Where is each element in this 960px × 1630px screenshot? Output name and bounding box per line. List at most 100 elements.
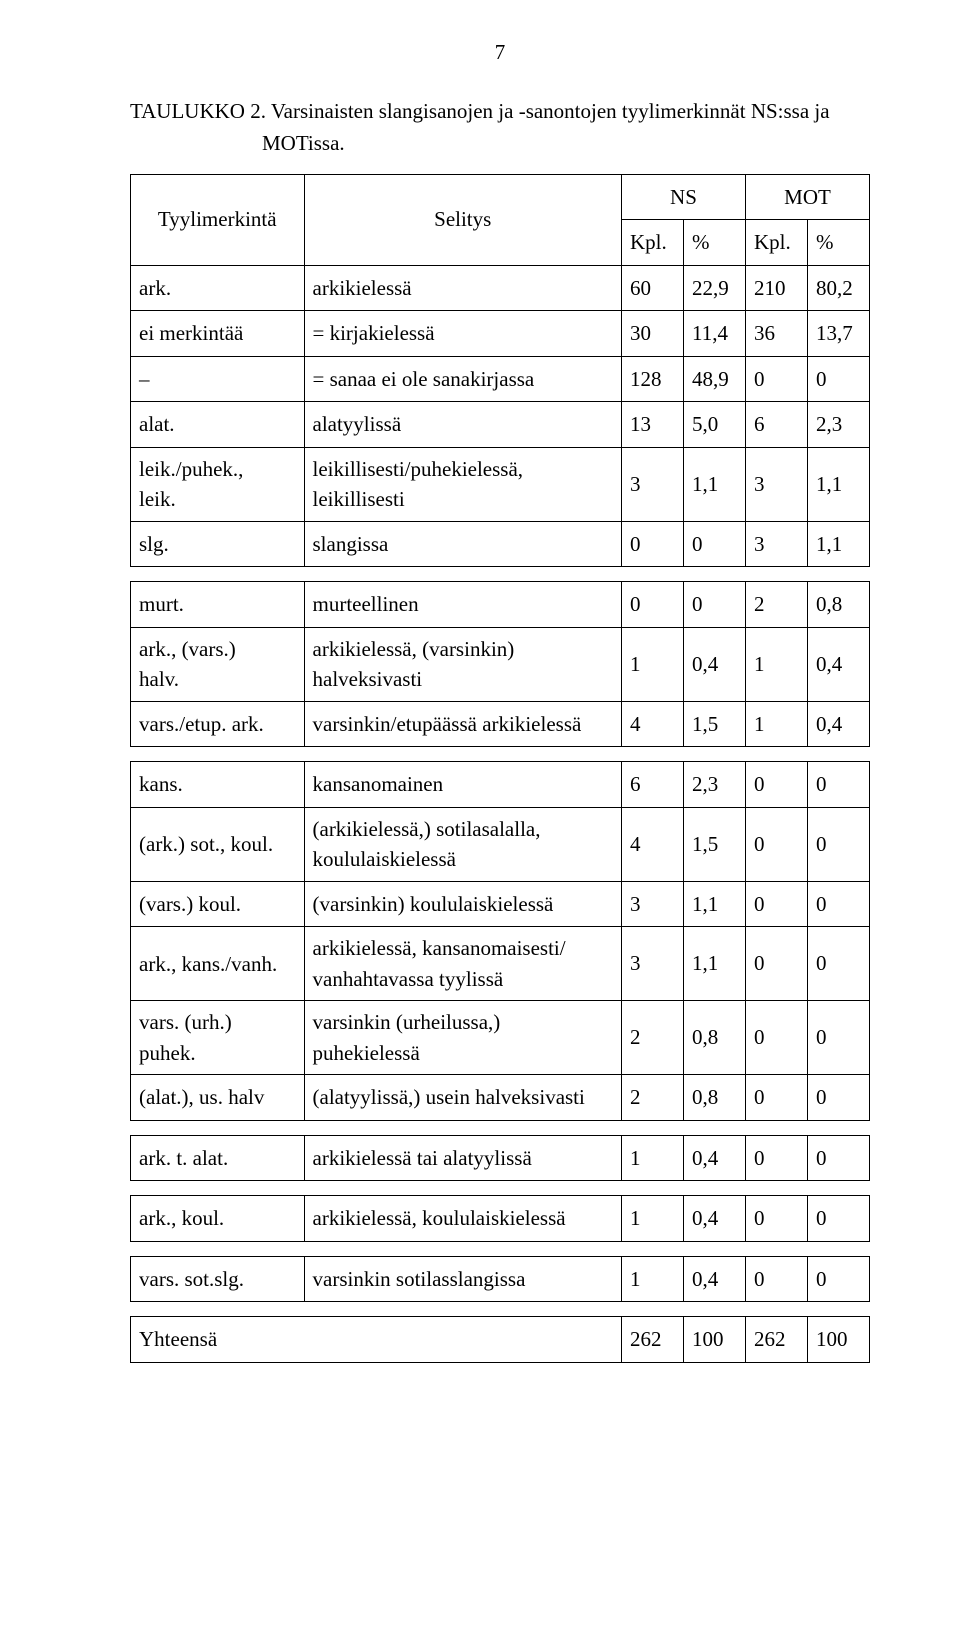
row-value: 0 <box>745 881 807 927</box>
row-value: 11,4 <box>683 311 745 357</box>
row-value: 262 <box>745 1317 807 1363</box>
col-header-pct-mot: % <box>807 220 869 266</box>
col-header-ns: NS <box>621 174 745 220</box>
row-value: 1 <box>621 1256 683 1302</box>
row-selitys: (alatyylissä,) usein halveksivasti <box>304 1075 621 1121</box>
spacer-cell <box>131 1241 870 1256</box>
table-row: –= sanaa ei ole sanakirjassa12848,900 <box>131 356 870 402</box>
row-value: 0 <box>745 762 807 808</box>
row-selitys: slangissa <box>304 521 621 567</box>
row-value: 0,8 <box>683 1001 745 1075</box>
row-label: vars. sot.slg. <box>131 1256 305 1302</box>
table-row: (alat.), us. halv(alatyylissä,) usein ha… <box>131 1075 870 1121</box>
table-row: (ark.) sot., koul.(arkikielessä,) sotila… <box>131 807 870 881</box>
row-value: 0,8 <box>683 1075 745 1121</box>
row-value: 80,2 <box>807 265 869 311</box>
row-value: 0 <box>807 1256 869 1302</box>
row-value: 0 <box>807 881 869 927</box>
row-label: vars. (urh.)puhek. <box>131 1001 305 1075</box>
spacer-cell <box>131 567 870 582</box>
table-row: leik./puhek.,leik.leikillisesti/puhekiel… <box>131 447 870 521</box>
row-value: 0 <box>621 521 683 567</box>
row-value: 5,0 <box>683 402 745 448</box>
spacer-cell <box>131 747 870 762</box>
row-selitys: arkikielessä tai alatyylissä <box>304 1135 621 1181</box>
row-value: 0 <box>745 1001 807 1075</box>
row-value: 0 <box>745 927 807 1001</box>
table-caption: TAULUKKO 2. Varsinaisten slangisanojen j… <box>130 95 870 160</box>
row-label: alat. <box>131 402 305 448</box>
table-row: murt.murteellinen0020,8 <box>131 582 870 628</box>
row-value: 1,1 <box>807 521 869 567</box>
row-label: – <box>131 356 305 402</box>
row-label: ark. <box>131 265 305 311</box>
row-value: 1,1 <box>807 447 869 521</box>
row-value: 0 <box>807 1135 869 1181</box>
row-value: 0 <box>745 356 807 402</box>
row-value: 1,1 <box>683 927 745 1001</box>
data-table: Tyylimerkintä Selitys NS MOT Kpl. % Kpl.… <box>130 174 870 1363</box>
row-value: 3 <box>745 521 807 567</box>
row-value: 0 <box>745 1196 807 1242</box>
row-value: 30 <box>621 311 683 357</box>
row-label: ark., (vars.)halv. <box>131 627 305 701</box>
row-value: 0 <box>745 807 807 881</box>
row-value: 3 <box>621 881 683 927</box>
col-header-kpl-ns: Kpl. <box>621 220 683 266</box>
row-selitys: arkikielessä <box>304 265 621 311</box>
col-header-mot: MOT <box>745 174 869 220</box>
row-value: 100 <box>683 1317 745 1363</box>
row-value: 2 <box>621 1075 683 1121</box>
row-value: 36 <box>745 311 807 357</box>
row-selitys: varsinkin sotilasslangissa <box>304 1256 621 1302</box>
row-value: 0,4 <box>683 627 745 701</box>
row-label: ei merkintää <box>131 311 305 357</box>
row-label: (vars.) koul. <box>131 881 305 927</box>
table-row: ark., koul.arkikielessä, koululaiskieles… <box>131 1196 870 1242</box>
row-selitys: leikillisesti/puhekielessä,leikillisesti <box>304 447 621 521</box>
row-value: 48,9 <box>683 356 745 402</box>
row-selitys: kansanomainen <box>304 762 621 808</box>
table-row: ei merkintää= kirjakielessä3011,43613,7 <box>131 311 870 357</box>
table-row: ark.arkikielessä6022,921080,2 <box>131 265 870 311</box>
row-label: ark., kans./vanh. <box>131 927 305 1001</box>
table-row: vars./etup. ark.varsinkin/etupäässä arki… <box>131 701 870 747</box>
row-value: 2,3 <box>683 762 745 808</box>
caption-line-1: TAULUKKO 2. Varsinaisten slangisanojen j… <box>130 99 830 123</box>
row-value: 100 <box>807 1317 869 1363</box>
row-value: 0 <box>683 521 745 567</box>
row-value: 6 <box>621 762 683 808</box>
row-value: 3 <box>621 927 683 1001</box>
row-value: 0 <box>807 1196 869 1242</box>
row-value: 0 <box>807 762 869 808</box>
row-value: 0 <box>745 1135 807 1181</box>
row-value: 2 <box>621 1001 683 1075</box>
row-value: 0,4 <box>807 701 869 747</box>
col-header-selitys: Selitys <box>304 174 621 265</box>
row-value: 0,4 <box>683 1196 745 1242</box>
row-value: 0 <box>807 1075 869 1121</box>
group-spacer <box>131 1120 870 1135</box>
row-selitys: = kirjakielessä <box>304 311 621 357</box>
row-value: 4 <box>621 807 683 881</box>
group-spacer <box>131 1241 870 1256</box>
row-label: leik./puhek.,leik. <box>131 447 305 521</box>
row-selitys: arkikielessä, kansanomaisesti/vanhahtava… <box>304 927 621 1001</box>
group-spacer <box>131 567 870 582</box>
row-value: 0 <box>807 356 869 402</box>
group-spacer <box>131 747 870 762</box>
row-value: 1,1 <box>683 881 745 927</box>
row-value: 262 <box>621 1317 683 1363</box>
row-value: 1 <box>621 1135 683 1181</box>
row-selitys: arkikielessä, koululaiskielessä <box>304 1196 621 1242</box>
table-row: ark. t. alat.arkikielessä tai alatyyliss… <box>131 1135 870 1181</box>
row-value: 0 <box>745 1075 807 1121</box>
row-selitys: (varsinkin) koululaiskielessä <box>304 881 621 927</box>
col-header-pct-ns: % <box>683 220 745 266</box>
row-value: 13 <box>621 402 683 448</box>
row-value: 1 <box>745 627 807 701</box>
row-selitys: varsinkin/etupäässä arkikielessä <box>304 701 621 747</box>
row-selitys: arkikielessä, (varsinkin)halveksivasti <box>304 627 621 701</box>
row-value: 0 <box>745 1256 807 1302</box>
col-header-kpl-mot: Kpl. <box>745 220 807 266</box>
